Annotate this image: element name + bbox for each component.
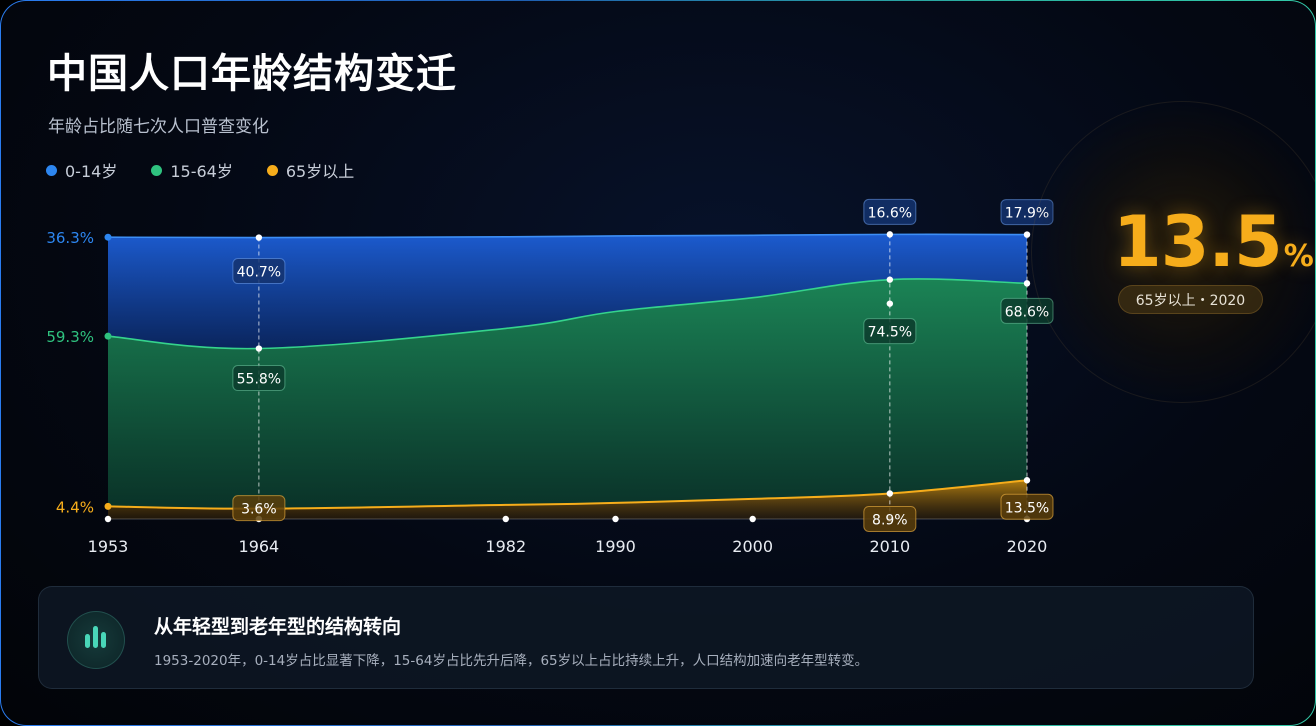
legend-label-working: 15-64岁 [170,162,233,181]
chart-legend: 0-14岁 15-64岁 65岁以上 [46,158,354,182]
x-tick-label: 2010 [869,537,910,556]
x-tick-label: 2020 [1007,537,1048,556]
kpi-value: 13.5 % [1113,201,1314,283]
value-label-2020: 68.6% [1005,304,1049,320]
data-point [255,234,263,241]
value-label-2010: 8.9% [872,512,908,528]
data-point [1023,280,1031,287]
start-value-label: 4.4% [56,498,94,516]
data-point [886,231,894,238]
summary-title: 从年轻型到老年型的结构转向 [154,616,402,638]
value-box-2010 [863,318,917,345]
summary-description: 1953-2020年，0-14岁占比显著下降，15-64岁占比先升后降，65岁以… [154,653,869,669]
value-box-2020 [1000,493,1054,520]
value-label-2010: 74.5% [868,325,912,341]
x-tick-dot [749,515,756,523]
bar-chart-icon-bar [85,634,90,648]
area-elderly [108,480,1027,519]
start-point [104,332,112,340]
page-subtitle: 年龄占比随七次人口普查变化 [48,117,269,137]
bar-chart-icon-bar [93,626,98,648]
value-box-1964 [232,495,286,522]
value-label-1964: 3.6% [241,502,277,518]
value-box-1964 [232,258,286,285]
x-tick-dot [502,515,509,523]
x-tick-label: 1964 [239,537,280,556]
page-title: 中国人口年龄结构变迁 [47,51,457,97]
start-value-label: 59.3% [46,328,94,346]
x-tick-label: 1953 [88,537,129,556]
kpi-glow [1031,101,1315,403]
x-tick-dot [104,515,112,523]
x-tick-label: 1990 [595,537,636,556]
kpi-unit: % [1283,239,1314,274]
data-point [886,276,894,283]
value-box-2010 [863,505,917,532]
legend-dot-working [151,164,163,176]
x-tick-dot [612,515,619,523]
data-point [255,345,263,352]
data-point [1023,477,1031,484]
value-label-1964: 55.8% [237,372,281,388]
kpi-caption-badge: 65岁以上・2020 [1118,285,1263,314]
legend-label-elderly: 65岁以上 [285,162,355,181]
legend-item-elderly: 65岁以上 [266,158,355,182]
kpi-number: 13.5 [1113,201,1283,283]
start-value-label: 36.3% [46,229,94,247]
data-point [886,490,894,497]
value-label-1964: 40.7% [237,265,281,281]
data-point [886,300,894,307]
legend-item-working: 15-64岁 [151,158,233,182]
value-label-2020: 13.5% [1005,500,1049,516]
value-box-1964 [232,365,286,392]
value-label-2010: 16.6% [868,205,912,221]
area-working [108,278,1027,509]
legend-dot-elderly [266,164,278,176]
bar-chart-icon-bar [101,632,106,648]
legend-item-child: 0-14岁 [46,158,117,182]
x-tick-label: 2000 [732,537,773,556]
x-tick-label: 1982 [485,537,526,556]
legend-dot-child [46,164,57,176]
data-point [1023,231,1031,238]
legend-label-child: 0-14岁 [65,162,118,181]
summary-panel: 从年轻型到老年型的结构转向 1953-2020年，0-14岁占比显著下降，15-… [38,586,1254,689]
area-child [108,234,1027,349]
value-box-2010 [863,198,917,225]
start-point [104,233,112,241]
start-point [104,502,112,510]
bar-chart-icon [67,611,125,669]
